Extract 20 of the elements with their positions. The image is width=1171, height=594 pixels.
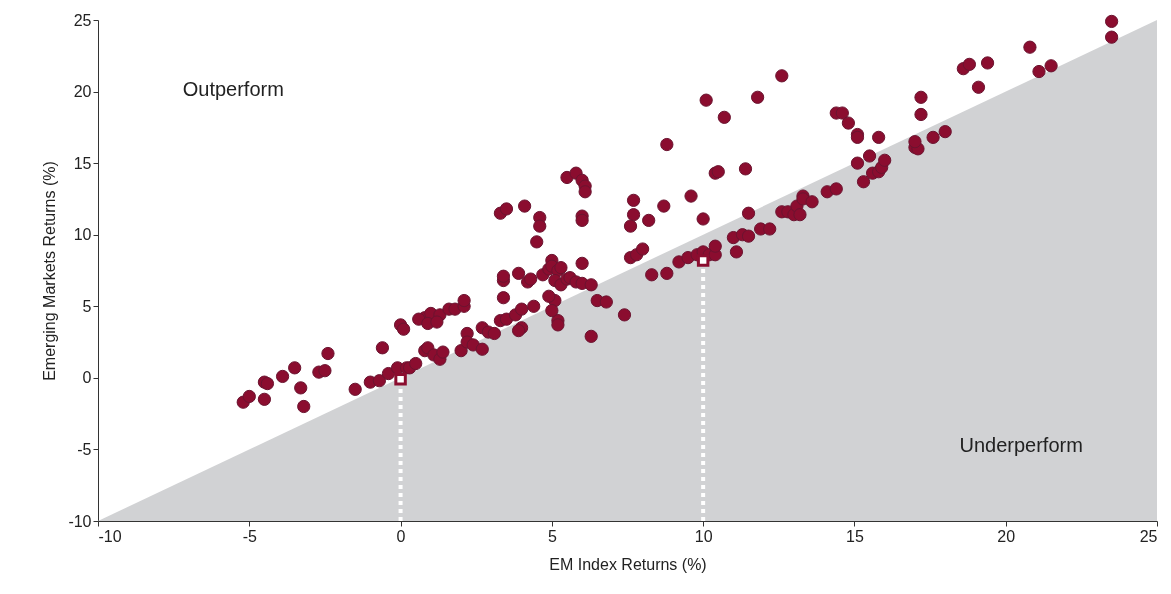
- y-tick-label: -10: [68, 512, 92, 530]
- x-tick-label: 0: [396, 527, 406, 545]
- y-tick-label: 25: [73, 11, 92, 29]
- x-tick-label: -10: [98, 527, 122, 545]
- y-tick-label: 0: [82, 369, 92, 387]
- y-tick-label: 20: [73, 83, 92, 101]
- x-tick-label: 15: [846, 527, 864, 545]
- y-tick-label: -5: [77, 440, 92, 458]
- annotation: Outperform: [182, 78, 284, 101]
- x-tick-label: 5: [547, 527, 557, 545]
- x-tick-label: 20: [997, 527, 1016, 545]
- annotation: Underperform: [959, 433, 1083, 456]
- x-tick-label: 10: [694, 527, 713, 545]
- x-tick-label: 25: [1139, 527, 1158, 545]
- y-tick-label: 15: [73, 154, 92, 172]
- x-tick-label: -5: [242, 527, 257, 545]
- y-axis-title: Emerging Markets Returns (%): [41, 161, 59, 381]
- y-tick-label: 5: [82, 297, 92, 315]
- y-tick-label: 10: [73, 226, 92, 244]
- x-axis-title: EM Index Returns (%): [549, 555, 707, 573]
